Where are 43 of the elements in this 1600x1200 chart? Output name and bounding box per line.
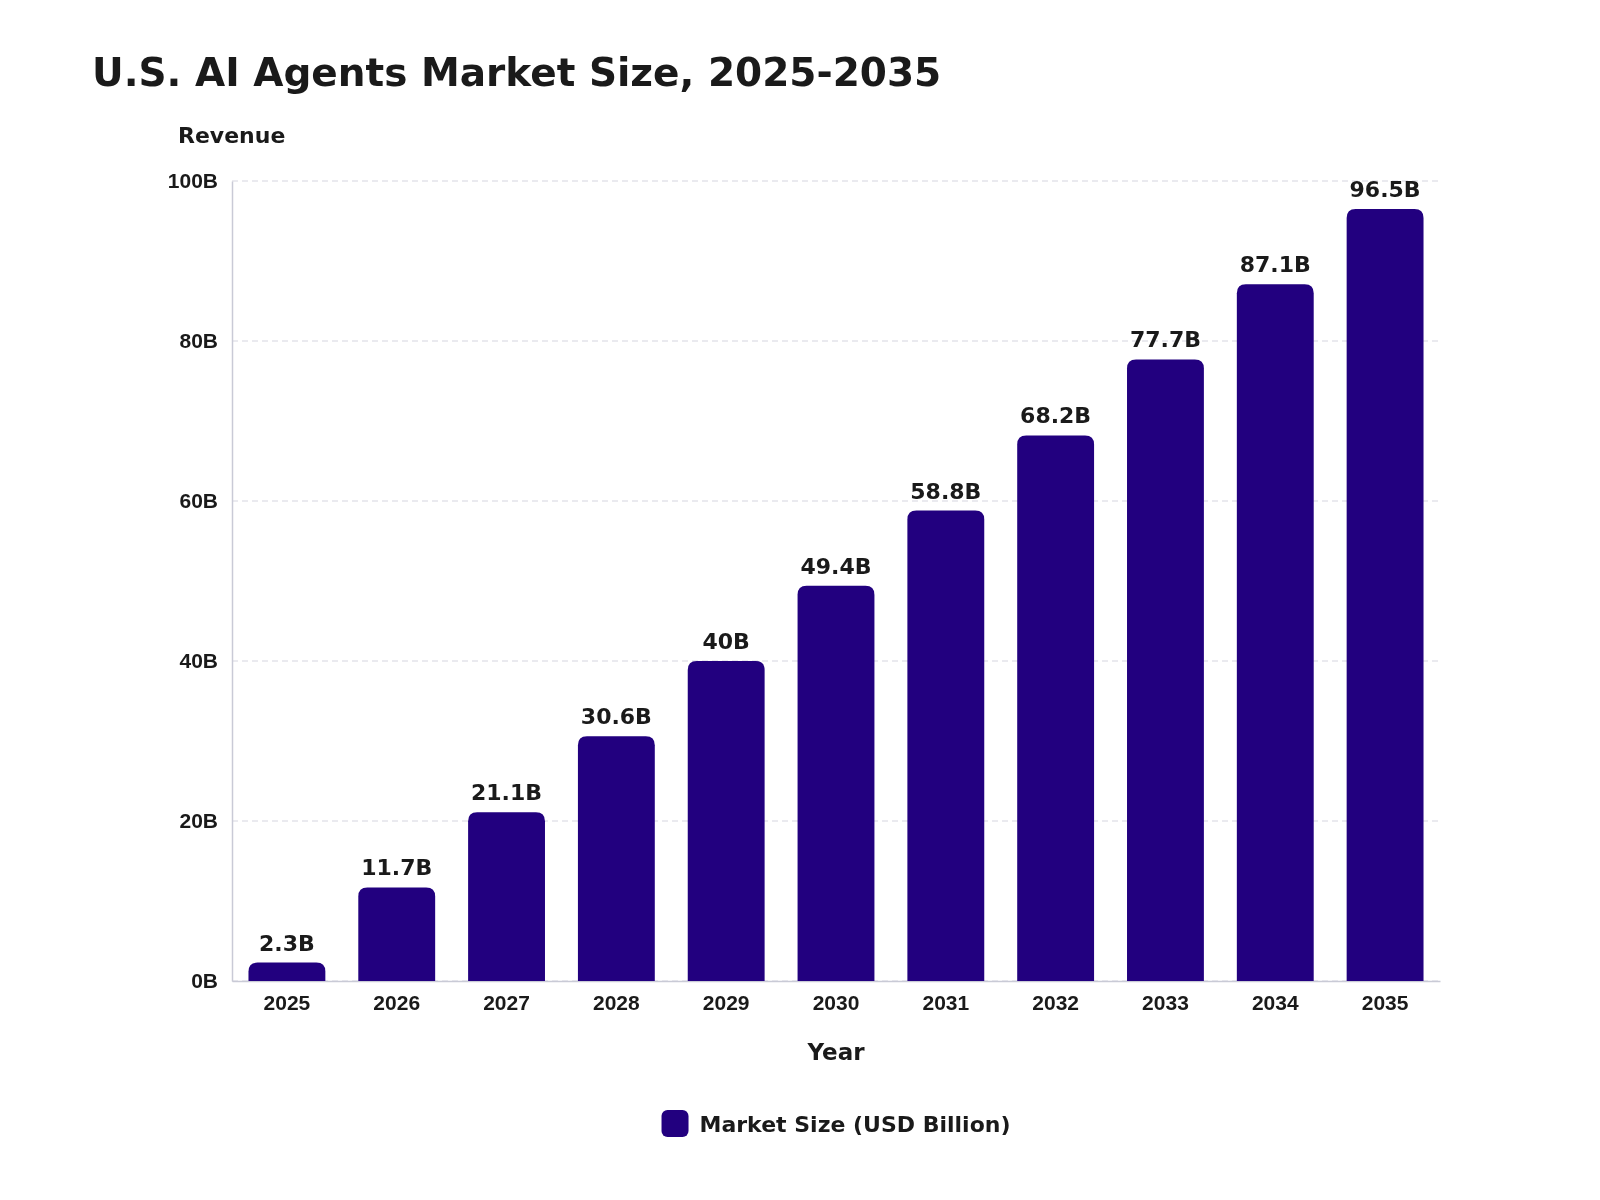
data-label: 49.4B bbox=[800, 553, 872, 579]
bar bbox=[1346, 209, 1424, 981]
x-tick-label: 2030 bbox=[812, 990, 860, 1014]
x-tick-label: 2026 bbox=[373, 990, 421, 1014]
data-label: 68.2B bbox=[1020, 403, 1092, 429]
data-label: 87.1B bbox=[1239, 252, 1311, 278]
data-label: 96.5B bbox=[1349, 177, 1421, 202]
data-label: 21.1B bbox=[471, 780, 543, 806]
bar bbox=[1017, 435, 1095, 981]
bar bbox=[358, 887, 436, 981]
bar bbox=[907, 510, 985, 981]
x-tick-label: 2033 bbox=[1142, 990, 1189, 1014]
bar bbox=[1236, 284, 1314, 981]
data-label: 40B bbox=[702, 629, 750, 654]
x-tick-label: 2028 bbox=[593, 990, 641, 1014]
x-axis-title: Year bbox=[806, 1039, 866, 1065]
bar bbox=[687, 661, 765, 981]
data-label: 77.7B bbox=[1129, 327, 1201, 353]
x-tick-label: 2025 bbox=[263, 990, 311, 1014]
bar bbox=[1127, 359, 1204, 981]
y-tick-label: 60B bbox=[179, 489, 218, 513]
chart-title: U.S. AI Agents Market Size, 2025-2035 bbox=[92, 50, 942, 95]
y-axis-title: Revenue bbox=[178, 123, 286, 148]
bar bbox=[248, 962, 326, 981]
x-tick-label: 2031 bbox=[922, 990, 970, 1014]
data-label: 30.6B bbox=[580, 704, 652, 730]
x-tick-label: 2032 bbox=[1032, 990, 1079, 1014]
legend-label: Market Size (USD Billion) bbox=[699, 1112, 1011, 1137]
x-tick-label: 2034 bbox=[1251, 990, 1299, 1014]
data-label: 11.7B bbox=[361, 855, 433, 881]
bar bbox=[577, 736, 655, 981]
data-label: 58.8B bbox=[910, 478, 982, 504]
bar bbox=[468, 812, 545, 981]
x-tick-label: 2035 bbox=[1361, 990, 1409, 1014]
data-label: 2.3B bbox=[259, 930, 315, 956]
y-tick-label: 0B bbox=[191, 969, 218, 993]
x-tick-label: 2029 bbox=[702, 990, 750, 1014]
y-tick-label: 40B bbox=[179, 649, 218, 673]
y-tick-label: 80B bbox=[179, 329, 218, 353]
x-tick-label: 2027 bbox=[483, 990, 530, 1014]
y-tick-label: 100B bbox=[167, 169, 218, 193]
y-tick-label: 20B bbox=[179, 809, 218, 833]
bar bbox=[797, 585, 875, 981]
